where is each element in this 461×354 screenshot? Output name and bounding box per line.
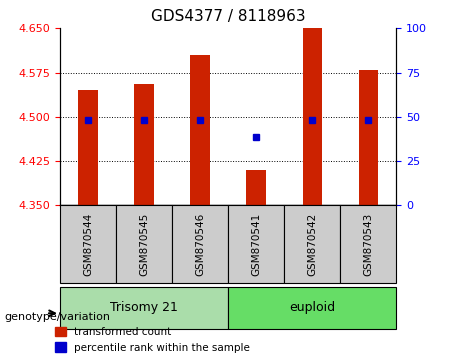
FancyBboxPatch shape — [60, 287, 228, 329]
Legend: transformed count, percentile rank within the sample: transformed count, percentile rank withi… — [51, 323, 254, 354]
Bar — [302, 28, 322, 205]
Title: GDS4377 / 8118963: GDS4377 / 8118963 — [151, 9, 306, 24]
FancyBboxPatch shape — [172, 205, 228, 283]
FancyBboxPatch shape — [228, 205, 284, 283]
Text: GSM870546: GSM870546 — [195, 213, 205, 276]
FancyBboxPatch shape — [340, 205, 396, 283]
Bar — [190, 55, 210, 205]
FancyBboxPatch shape — [228, 287, 396, 329]
Bar — [247, 170, 266, 205]
FancyBboxPatch shape — [116, 205, 172, 283]
Text: Trisomy 21: Trisomy 21 — [110, 302, 178, 314]
FancyBboxPatch shape — [284, 205, 340, 283]
Text: GSM870544: GSM870544 — [83, 213, 93, 276]
Text: euploid: euploid — [289, 302, 336, 314]
Text: GSM870541: GSM870541 — [251, 213, 261, 276]
Bar — [134, 84, 154, 205]
Bar — [359, 70, 378, 205]
Text: GSM870542: GSM870542 — [307, 213, 317, 276]
Bar — [78, 90, 98, 205]
Text: GSM870545: GSM870545 — [139, 213, 149, 276]
Text: GSM870543: GSM870543 — [363, 213, 373, 276]
FancyBboxPatch shape — [60, 205, 116, 283]
Text: genotype/variation: genotype/variation — [5, 312, 111, 322]
